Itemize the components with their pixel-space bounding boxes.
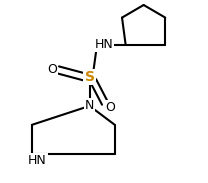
Text: S: S [85,70,95,84]
Text: N: N [85,99,94,112]
Text: O: O [105,101,115,114]
Text: HN: HN [95,38,113,51]
Text: HN: HN [28,154,47,167]
Text: O: O [47,63,57,76]
